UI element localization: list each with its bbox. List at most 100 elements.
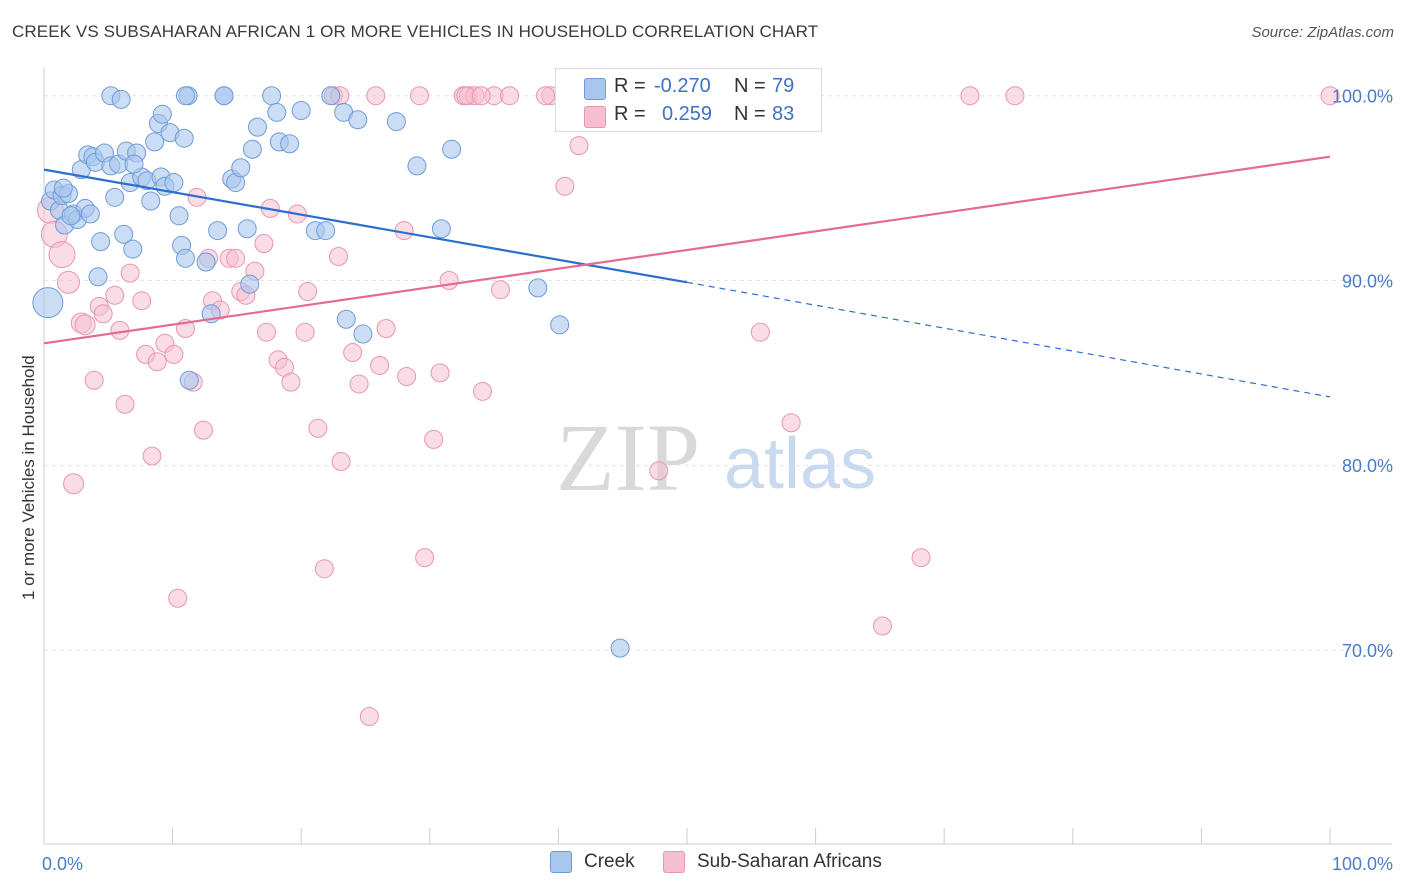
creek-point <box>123 239 143 259</box>
ssa-point <box>872 616 892 636</box>
creek-point <box>242 139 262 159</box>
creek-point <box>105 187 125 207</box>
ssa-point <box>331 452 351 472</box>
ssa-point <box>397 367 417 387</box>
ssa-point <box>120 263 140 283</box>
tick-labels: 100.0% 90.0% 80.0% 70.0% 0.0% 100.0% <box>42 87 1393 874</box>
ssa-point <box>500 86 520 106</box>
legend-n-label: N = <box>734 103 766 125</box>
bottom-swatch-creek <box>550 851 572 873</box>
y-tick-label: 90.0% <box>1342 271 1393 291</box>
bottom-swatch-ssa <box>663 851 685 873</box>
creek-point <box>169 206 189 226</box>
ssa-point <box>471 86 491 106</box>
ssa-point <box>359 707 379 727</box>
ssa-point <box>314 559 334 579</box>
legend-r-label: R = <box>614 75 646 97</box>
ssa-point <box>147 352 167 372</box>
series-sub-saharan-africans <box>36 86 1340 727</box>
legend-n-value: 79 <box>772 75 795 97</box>
watermark: ZIP atlas <box>556 404 876 511</box>
creek-point <box>32 287 64 319</box>
creek-point <box>91 232 111 252</box>
series-creek <box>32 86 630 658</box>
creek-point <box>196 252 216 272</box>
creek-point <box>179 370 199 390</box>
ssa-point <box>430 363 450 383</box>
ssa-point <box>48 241 76 269</box>
legend-r-value: 0.259 <box>662 103 713 125</box>
creek-point <box>442 139 462 159</box>
legend-n-value: 83 <box>772 103 795 125</box>
creek-point <box>610 638 630 658</box>
ssa-point <box>74 314 96 336</box>
ssa-point <box>308 418 328 438</box>
creek-point <box>208 221 228 241</box>
grid-lines <box>44 95 1392 651</box>
ssa-point <box>415 548 435 568</box>
ssa-point <box>298 282 318 302</box>
legend-r-label: R = <box>614 103 646 125</box>
watermark-zip: ZIP <box>556 404 700 511</box>
ssa-point <box>168 588 188 608</box>
creek-point <box>124 154 144 174</box>
creek-point <box>280 134 300 154</box>
creek-point <box>407 156 427 176</box>
ssa-point <box>376 319 396 339</box>
bottom-legend-creek-label: Creek <box>584 851 635 872</box>
ssa-point <box>349 374 369 394</box>
bottom-legend-creek: Creek <box>550 851 635 873</box>
creek-point <box>80 204 100 224</box>
ssa-point <box>911 548 931 568</box>
creek-point <box>336 309 356 329</box>
ssa-point <box>960 86 980 106</box>
ssa-point <box>84 370 104 390</box>
ssa-point <box>750 322 770 342</box>
creek-point <box>550 315 570 335</box>
ssa-point <box>193 420 213 440</box>
ssa-point <box>281 372 301 392</box>
creek-point <box>267 102 287 122</box>
ssa-point <box>555 176 575 196</box>
creek-point <box>240 274 260 294</box>
ssa-point <box>105 285 125 305</box>
ssa-point <box>370 355 390 375</box>
creek-point <box>145 132 165 152</box>
legend-swatch-creek <box>584 78 606 100</box>
creek-point <box>431 219 451 239</box>
ssa-point <box>164 344 184 364</box>
creek-point <box>262 86 282 106</box>
trend-lines <box>43 155 1331 398</box>
ssa-point <box>63 473 85 495</box>
creek-point <box>247 117 267 137</box>
ssa-point <box>295 322 315 342</box>
ssa-point <box>410 86 430 106</box>
ssa-point <box>569 136 589 156</box>
creek-point <box>88 267 108 287</box>
y-axis-label: 1 or more Vehicles in Household <box>19 355 38 600</box>
ssa-point <box>343 343 363 363</box>
creek-point <box>152 104 172 124</box>
creek-point <box>111 89 131 109</box>
axes <box>43 68 1392 845</box>
creek-point <box>528 278 548 298</box>
ssa-point <box>93 304 113 324</box>
ssa-trend-line <box>43 155 1331 345</box>
creek-point <box>291 100 311 120</box>
creek-trend-extension <box>686 281 1331 398</box>
y-tick-label: 70.0% <box>1342 641 1393 661</box>
ssa-point <box>1320 86 1340 106</box>
creek-point <box>114 224 134 244</box>
ssa-point <box>491 280 511 300</box>
legend-r-value: -0.270 <box>654 75 711 97</box>
creek-point <box>316 221 336 241</box>
legend-box: R = -0.270 N = 79 R = 0.259 N = 83 <box>555 68 822 132</box>
ssa-point <box>1005 86 1025 106</box>
bottom-legend-ssa: Sub-Saharan Africans <box>663 851 882 873</box>
creek-point <box>53 178 73 198</box>
creek-point <box>141 191 161 211</box>
creek-point <box>174 128 194 148</box>
ssa-point <box>226 248 246 268</box>
chart-source: Source: ZipAtlas.com <box>1251 24 1394 41</box>
